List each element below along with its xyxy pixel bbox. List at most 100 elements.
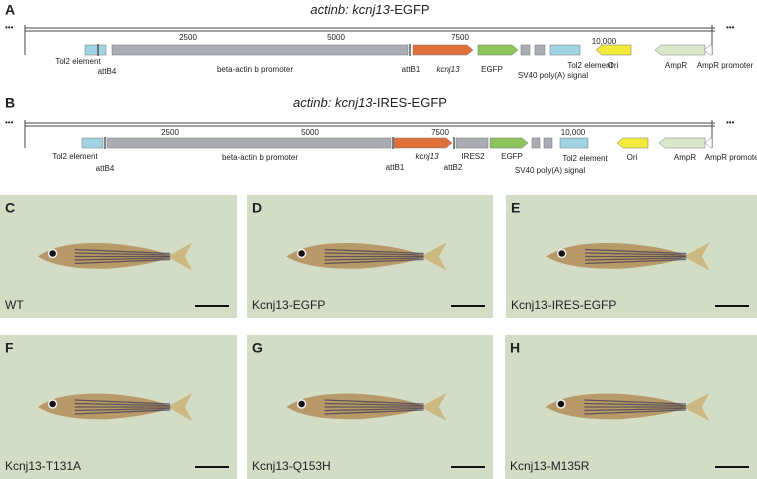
photo-caption: WT <box>5 298 24 312</box>
feature-label: AmpR promoter <box>697 61 754 70</box>
fish-stripe <box>324 402 424 407</box>
panel-label: H <box>510 340 520 356</box>
photo-caption: Kcnj13-M135R <box>510 459 590 473</box>
panel-label: G <box>252 340 263 356</box>
map-title: actinb: kcnj13-IRES-EGFP <box>293 95 447 110</box>
feature-box <box>106 137 392 149</box>
feature-label: Ori <box>627 153 638 162</box>
feature-box <box>549 44 581 56</box>
feature-box <box>559 137 589 149</box>
fish-stripe <box>584 407 686 412</box>
feature-arrow <box>703 44 713 56</box>
feature-arrow <box>393 137 453 149</box>
feature-arrow <box>412 44 474 56</box>
panel-label: F <box>5 340 14 356</box>
feature-label: beta-actin b promoter <box>217 65 293 74</box>
feature-label: SV40 poly(A) signal <box>518 71 588 80</box>
title-plain: -IRES-EGFP <box>373 95 447 110</box>
fish-stripe <box>584 402 686 407</box>
panel-label: B <box>5 95 15 111</box>
feature-box <box>81 137 104 149</box>
fish-stripe <box>585 252 687 256</box>
feature-arrow <box>477 44 519 56</box>
fish-stripe <box>324 248 424 255</box>
feature-label: attB1 <box>402 65 421 74</box>
feature-label: beta-actin b promoter <box>222 153 298 162</box>
feature-box <box>84 44 107 56</box>
feature-label: EGFP <box>481 65 503 74</box>
fish-eye <box>296 399 307 409</box>
fish-stripe <box>74 402 171 407</box>
fish-stripe <box>585 257 687 261</box>
feature-label: SV40 poly(A) signal <box>515 166 585 175</box>
fish-eye <box>556 399 566 409</box>
feature-label: IRES2 <box>461 152 485 161</box>
fish-tail <box>420 393 447 421</box>
fish-stripe <box>74 258 171 265</box>
fish-tail <box>167 242 193 271</box>
title-italic: actinb: kcnj13 <box>293 95 373 110</box>
feature-label: AmpR promoter <box>705 153 757 162</box>
fish-stripe <box>74 248 171 255</box>
feature-label: EGFP <box>501 152 523 161</box>
fish-stripe <box>584 399 686 405</box>
feature-label: AmpR <box>665 61 687 70</box>
title-italic: actinb: kcnj13 <box>310 2 390 17</box>
feature-label: attB4 <box>98 67 117 76</box>
ellipsis: ••• <box>5 118 14 127</box>
fish-tail <box>682 393 710 421</box>
feature-label: Tol2 element <box>567 61 613 70</box>
scale-label: 7500 <box>431 128 449 137</box>
fish-stripe <box>74 252 171 256</box>
panel-label: C <box>5 200 15 216</box>
scale-label: 10,000 <box>561 128 586 137</box>
fish-stripe <box>74 407 171 412</box>
fish-stripe <box>324 258 424 265</box>
feature-label: attB2 <box>444 163 463 172</box>
fish-stripe <box>324 252 424 256</box>
feature-label: attB1 <box>386 163 405 172</box>
fish-stripe <box>74 399 171 405</box>
fish-stripe <box>584 409 686 415</box>
fish-tail <box>683 242 710 271</box>
feature-label: kcnj13 <box>436 65 460 74</box>
fish-stripe <box>585 258 687 265</box>
fish-eye <box>296 248 307 259</box>
feature-arrow <box>654 44 706 56</box>
photo-caption: Kcnj13-IRES-EGFP <box>511 298 616 312</box>
panel-label: E <box>511 200 520 216</box>
feature-arrow <box>489 137 529 149</box>
fish-eye <box>47 399 58 409</box>
photo-caption: Kcnj13-T131A <box>5 459 81 473</box>
feature-label: attB4 <box>96 164 115 173</box>
scale-label: 2500 <box>161 128 179 137</box>
feature-arrow <box>616 137 649 149</box>
scale-label: 5000 <box>301 128 319 137</box>
fish-stripe <box>585 248 687 255</box>
fish-eye <box>556 248 567 259</box>
fish-stripe <box>324 407 424 412</box>
panel-label: A <box>5 2 15 18</box>
ellipsis: ••• <box>726 118 735 127</box>
feature-box <box>455 137 489 149</box>
scale-label: 2500 <box>179 33 197 42</box>
feature-box <box>543 137 553 149</box>
fish-tail <box>420 242 447 271</box>
title-plain: -EGFP <box>390 2 430 17</box>
feature-label: AmpR <box>674 153 696 162</box>
scale-label: 10,000 <box>592 37 617 46</box>
map-title: actinb: kcnj13-EGFP <box>310 2 429 17</box>
feature-label: Ori <box>608 61 619 70</box>
feature-label: kcnj13 <box>415 152 439 161</box>
fish-stripe <box>324 409 424 415</box>
feature-label: Tol2 element <box>562 154 608 163</box>
panel-label: D <box>252 200 262 216</box>
feature-box <box>520 44 531 56</box>
feature-box <box>111 44 409 56</box>
fish-stripe <box>324 399 424 405</box>
fish-stripe <box>324 257 424 261</box>
photo-caption: Kcnj13-EGFP <box>252 298 325 312</box>
ellipsis: ••• <box>5 23 14 32</box>
feature-arrow <box>704 137 713 149</box>
feature-box <box>531 137 541 149</box>
